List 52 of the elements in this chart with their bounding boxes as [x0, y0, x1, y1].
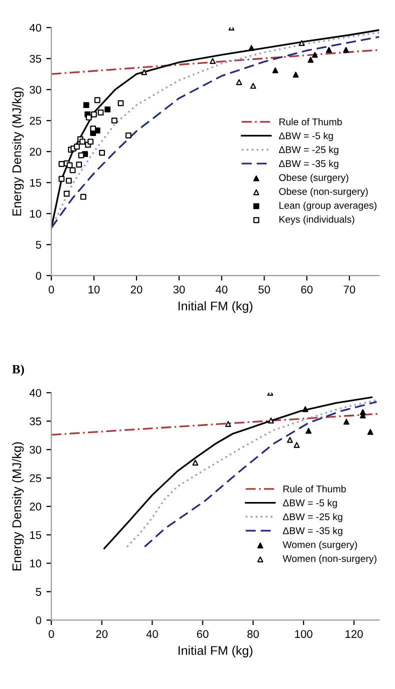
x-tick-label: 0 [48, 630, 54, 638]
x-tick-label: 50 [258, 286, 270, 294]
x-tick-label: 30 [173, 286, 185, 294]
y-tick-label: 10 [30, 560, 42, 568]
y-tick-label: 0 [36, 616, 42, 624]
y-tick-label: 10 [30, 210, 42, 218]
y-tick-label: 20 [30, 502, 42, 511]
y-tick-label: 40 [30, 388, 42, 397]
legend-label: Women (non-surgery) [282, 554, 376, 564]
y-tick-label: 15 [30, 178, 42, 187]
legend-label: ΔBW = -25 kg [282, 513, 342, 522]
legend-label: ΔBW = -5 kg [278, 132, 333, 142]
legend-label: Rule of Thumb [283, 485, 346, 492]
y-tick-label: 15 [30, 531, 42, 539]
legend-label: Women (surgery) [282, 540, 357, 550]
legend-label: Obese (surgery) [279, 174, 348, 183]
legend-label: Lean (group averages) [279, 202, 376, 211]
legend-label: ΔBW = -35 kg [282, 527, 342, 536]
y-axis-title: Energy Density (MJ/kg) [12, 87, 24, 216]
legend-label: Obese (non-surgery) [279, 188, 368, 197]
y-tick-label: 25 [30, 116, 42, 125]
x-tick-label: 40 [216, 286, 228, 294]
x-tick-label: 60 [301, 286, 313, 294]
x-axis-title: Initial FM (kg) [178, 301, 252, 313]
legend-label: ΔBW = -5 kg [282, 499, 337, 508]
x-tick-label: 40 [146, 630, 158, 638]
legend-label: ΔBW = -25 kg [278, 146, 338, 156]
y-tick-label: 35 [30, 417, 42, 426]
y-axis-title: Energy Density (MJ/kg) [12, 442, 24, 570]
y-tick-label: 20 [30, 148, 42, 156]
y-tick-label: 25 [30, 474, 42, 482]
y-tick-label: 0 [36, 272, 42, 280]
x-tick-label: 70 [344, 286, 356, 294]
legend-label: Rule of Thumb [279, 118, 342, 126]
y-tick-label: 40 [30, 24, 42, 32]
legend-label: Keys (individuals) [279, 216, 354, 225]
y-tick-label: 30 [30, 86, 42, 94]
x-tick-label: 60 [197, 630, 208, 638]
chart-title: B) [12, 364, 24, 376]
x-tick-label: 0 [48, 286, 54, 294]
x-tick-label: 120 [346, 630, 363, 638]
y-tick-label: 30 [30, 446, 42, 454]
legend-label: ΔBW = -35 kg [278, 160, 338, 169]
x-tick-label: 10 [88, 286, 100, 294]
x-tick-label: 20 [130, 286, 142, 294]
y-tick-label: 35 [30, 54, 42, 63]
x-tick-label: 20 [96, 630, 108, 638]
y-tick-label: 5 [36, 240, 42, 249]
x-tick-label: 80 [247, 630, 259, 638]
x-tick-label: 100 [295, 630, 312, 638]
y-tick-label: 5 [36, 588, 42, 596]
x-axis-title: Initial FM (kg) [178, 646, 252, 658]
